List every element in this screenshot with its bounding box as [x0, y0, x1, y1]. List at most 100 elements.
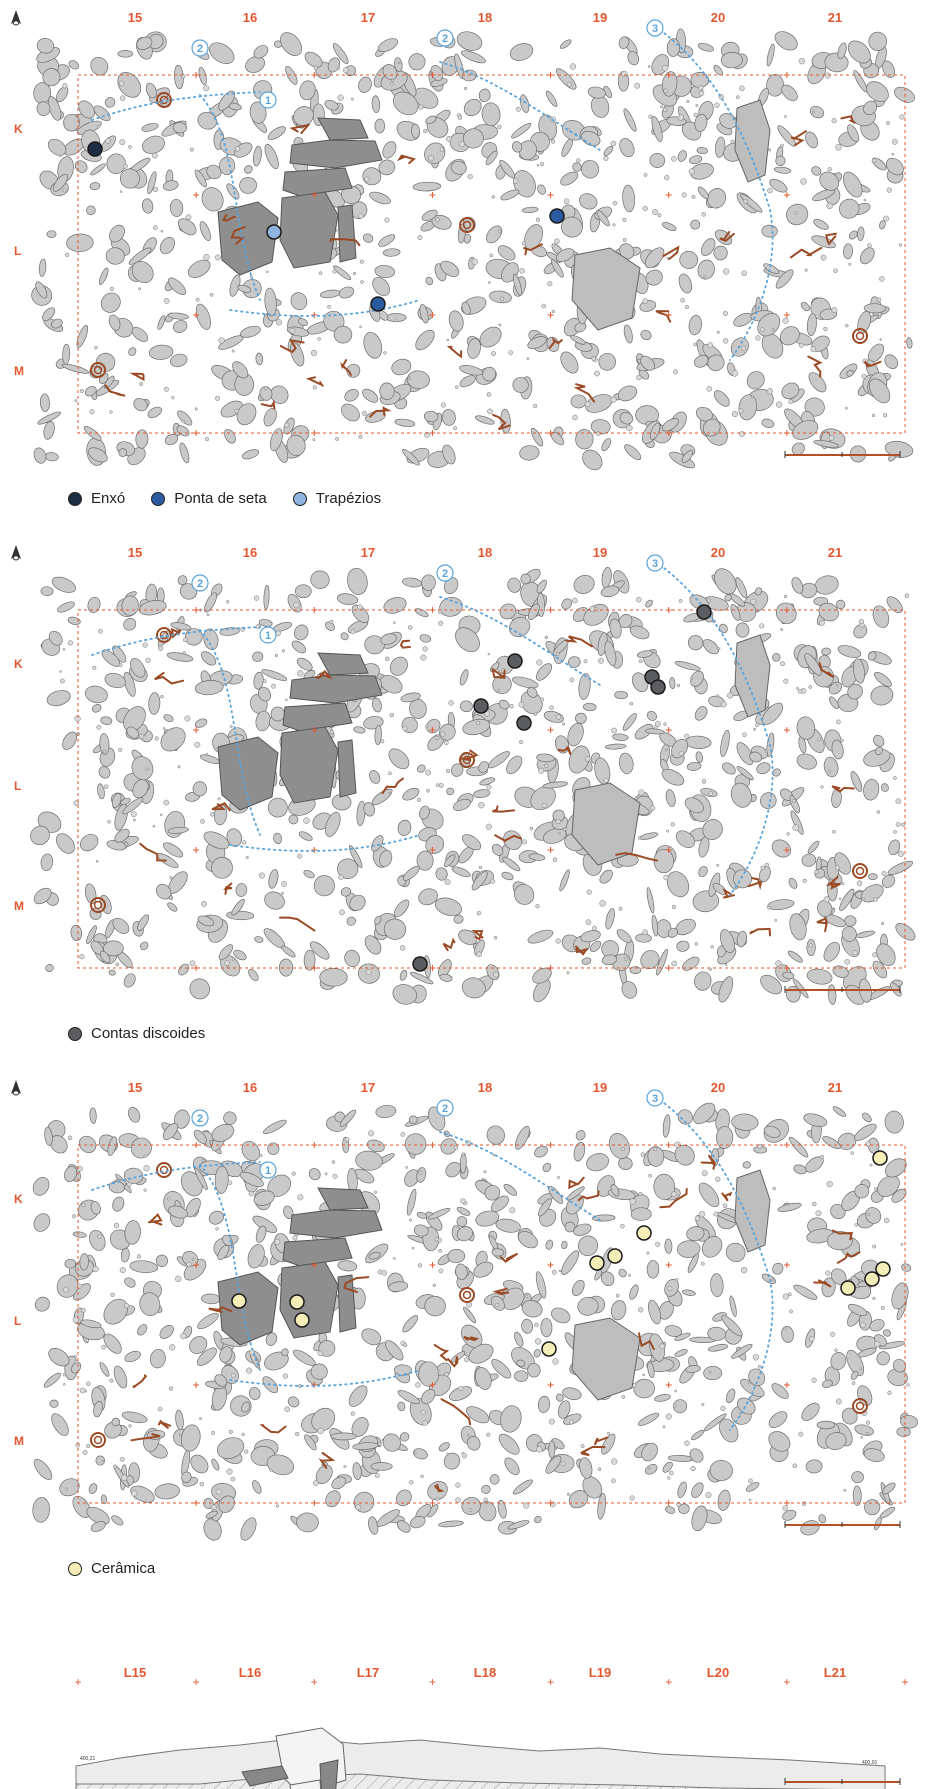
structure-marker — [191, 574, 209, 592]
stone — [492, 675, 512, 694]
pebble — [92, 1265, 99, 1273]
stone — [443, 854, 456, 868]
pebble — [86, 1381, 91, 1387]
stone — [203, 831, 230, 850]
pebble — [476, 720, 481, 725]
pebble — [350, 629, 356, 635]
stone — [443, 577, 459, 595]
stone — [665, 789, 676, 807]
pebble — [680, 298, 685, 303]
root — [831, 785, 855, 793]
pebble — [716, 330, 720, 334]
stone — [402, 865, 420, 881]
stone — [863, 303, 887, 314]
stone — [409, 971, 434, 985]
pebble — [82, 1449, 88, 1455]
stone — [513, 170, 536, 198]
pebble — [352, 271, 357, 276]
root — [491, 667, 506, 679]
stone — [59, 1478, 80, 1497]
pebble — [823, 326, 828, 332]
stone — [772, 653, 781, 662]
pebble — [79, 1387, 86, 1394]
pebble — [863, 198, 867, 202]
stone — [412, 181, 442, 192]
pebble — [636, 596, 642, 603]
root-knot — [459, 752, 475, 768]
stone — [456, 31, 483, 51]
stone — [542, 781, 568, 789]
stone — [791, 442, 805, 456]
stone — [442, 444, 456, 465]
slab — [217, 1271, 279, 1346]
pebble — [359, 325, 362, 329]
pebble — [906, 1383, 910, 1387]
root — [433, 1344, 450, 1362]
root — [659, 1187, 688, 1209]
pebble — [74, 399, 78, 403]
pebble — [584, 401, 591, 408]
pebble — [891, 138, 898, 145]
root — [447, 1356, 459, 1368]
stone — [713, 245, 728, 261]
pebble — [498, 323, 502, 327]
stone-scatter — [30, 566, 916, 1005]
stone — [288, 814, 299, 825]
pebble — [332, 1173, 338, 1179]
pebble — [808, 685, 813, 689]
stone — [562, 1387, 582, 1400]
stone — [89, 1229, 106, 1251]
column-label: 18 — [478, 1080, 492, 1095]
stone — [826, 1231, 853, 1251]
stone — [197, 915, 215, 927]
stone — [62, 731, 77, 750]
root — [577, 1190, 600, 1202]
pebble — [327, 304, 331, 309]
stone — [832, 1106, 847, 1117]
structure-lines — [91, 1099, 774, 1431]
stone — [257, 686, 272, 702]
stone — [86, 1506, 110, 1525]
pebble — [159, 813, 163, 817]
pebble — [750, 395, 754, 399]
stone — [906, 337, 913, 349]
column-label: 18 — [478, 10, 492, 25]
pebble — [177, 765, 181, 769]
pebble — [872, 1296, 876, 1301]
pebble — [400, 1132, 406, 1137]
stone — [485, 225, 503, 244]
pebble — [764, 749, 768, 753]
stone — [604, 640, 617, 667]
stone — [575, 712, 587, 724]
stone — [530, 427, 544, 447]
stone — [771, 839, 792, 858]
column-label: 20 — [711, 545, 725, 560]
stone — [291, 640, 307, 654]
pebble — [438, 609, 443, 614]
stone — [777, 1202, 802, 1212]
stone — [418, 1361, 440, 1387]
stone — [573, 574, 595, 594]
pebble — [486, 784, 492, 790]
pebble — [886, 187, 892, 193]
pebble — [158, 645, 164, 651]
pebble — [271, 683, 276, 689]
pebble — [424, 724, 429, 728]
stone — [421, 1389, 436, 1405]
stone — [84, 385, 97, 397]
pebble — [297, 670, 304, 677]
pebble — [180, 1332, 187, 1340]
pebble — [883, 1217, 890, 1224]
stone — [382, 1433, 401, 1452]
stone — [409, 1515, 426, 1529]
pebble — [275, 319, 283, 326]
pebble — [720, 701, 727, 708]
pebble — [653, 725, 658, 730]
stone — [267, 1142, 280, 1155]
stone — [424, 1295, 446, 1317]
stone — [621, 981, 638, 999]
stone — [273, 832, 282, 845]
pebble — [199, 1481, 205, 1487]
pebble — [534, 1338, 542, 1345]
pebble — [185, 214, 192, 221]
